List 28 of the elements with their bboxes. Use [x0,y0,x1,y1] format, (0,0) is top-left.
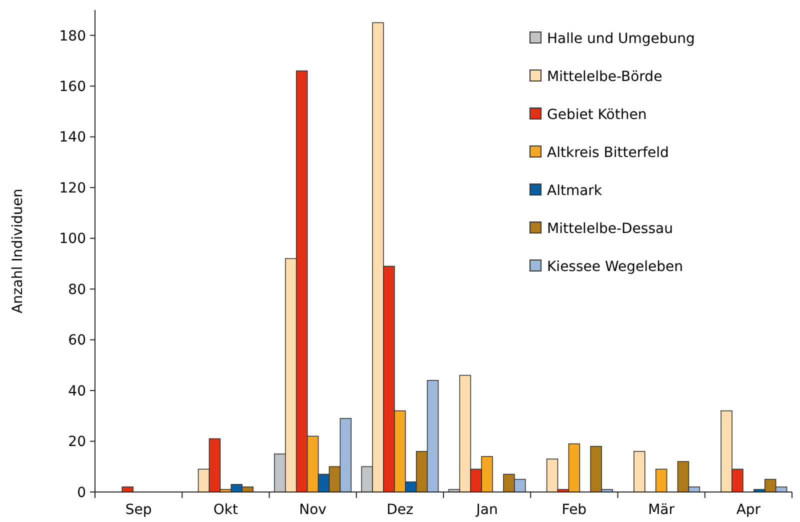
y-tick-label: 140 [59,130,86,146]
x-tick-label: Apr [736,502,761,518]
x-tick-label: Feb [562,502,587,518]
y-axis-title: Anzahl Individuen [10,188,26,314]
legend-label: Gebiet Köthen [547,106,647,123]
legend-label: Altkreis Bitterfeld [547,144,669,161]
y-tick-label: 180 [59,28,86,44]
y-tick-label: 0 [77,484,86,501]
legend-label: Mittelelbe-Dessau [547,220,673,237]
legend-label: Altmark [547,182,603,199]
bar [634,451,646,492]
x-tick-label: Dez [386,502,414,518]
y-tick-label: 100 [59,231,86,248]
legend-label: Mittelelbe-Börde [547,68,662,85]
x-tick-label: Mär [648,502,675,518]
x-tick-label: Jan [475,502,498,518]
bar [655,468,668,492]
y-tick-label: 40 [68,383,86,400]
y-tick-label: 160 [59,79,86,96]
x-tick-label: Sep [125,502,152,518]
legend-label: Kiessee Wegeleben [547,258,683,275]
y-tick-label: 20 [68,434,86,450]
legend-label: Halle und Umgebung [547,30,695,47]
y-tick-label: 120 [59,180,86,196]
x-tick-label: Okt [213,502,238,518]
y-tick-label: 60 [68,332,86,349]
y-tick-label: 80 [68,282,86,298]
x-tick-label: Nov [299,502,326,518]
